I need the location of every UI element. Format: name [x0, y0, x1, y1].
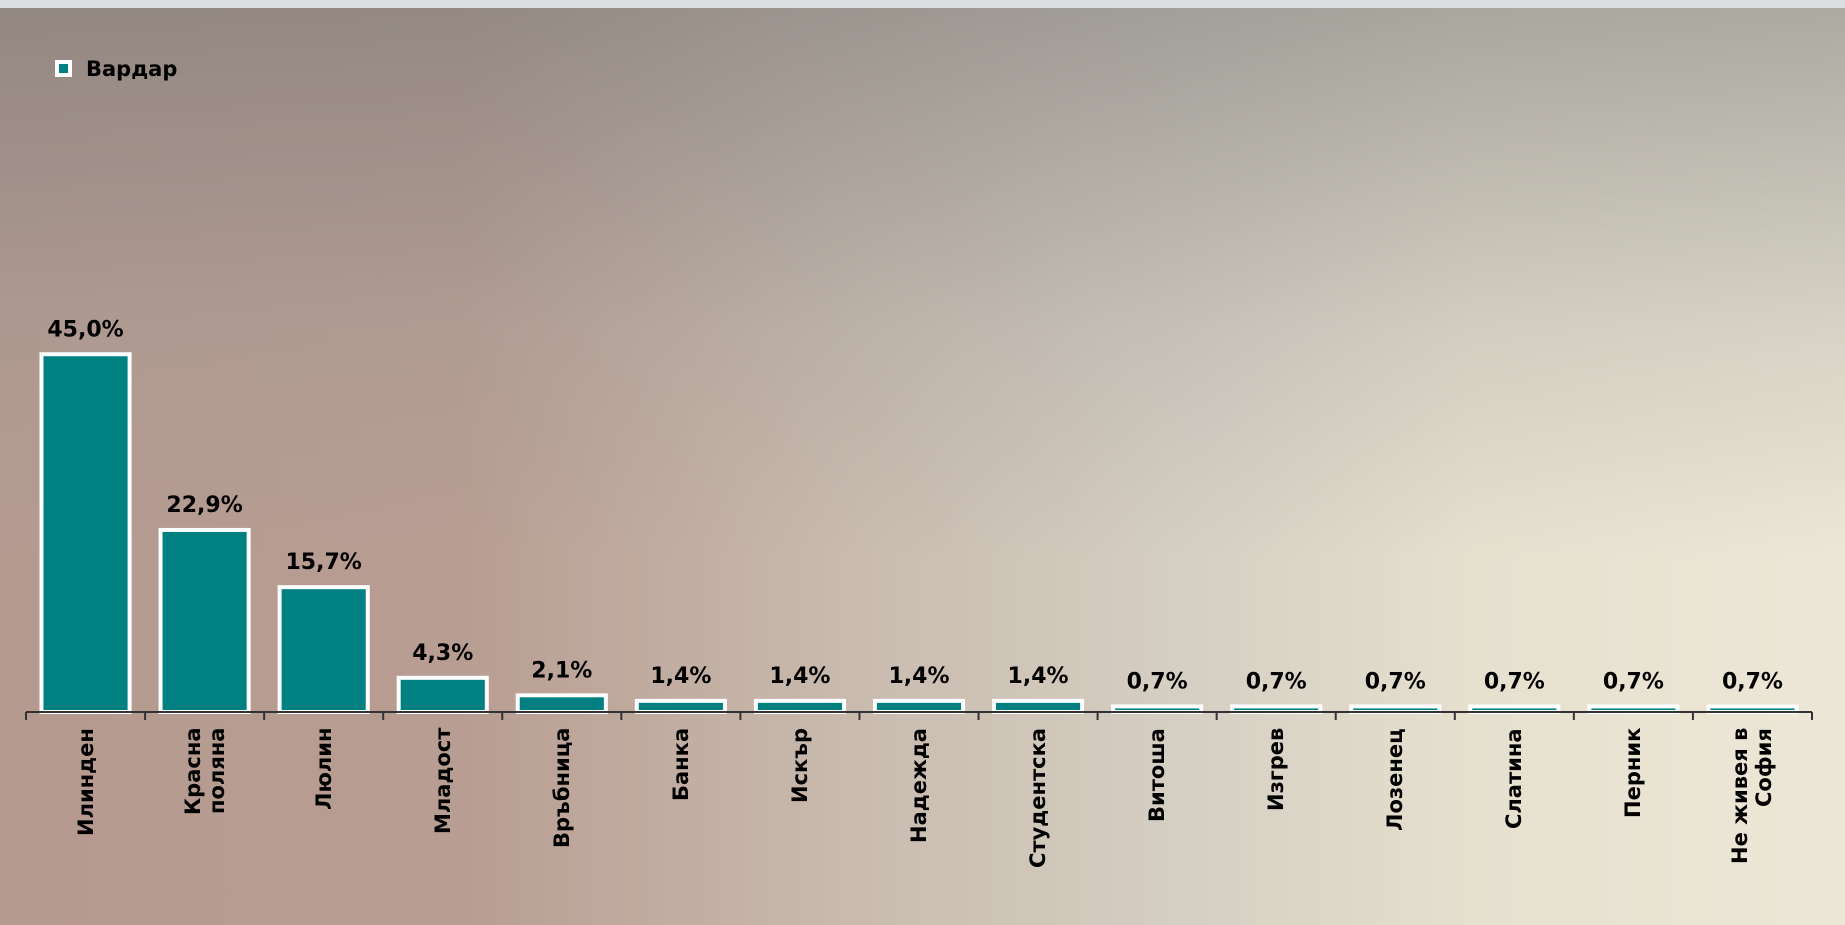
value-label: 2,1%: [531, 658, 592, 683]
x-tick-label: Младост: [430, 728, 455, 835]
value-label: 0,7%: [1484, 669, 1545, 694]
bar: [634, 698, 727, 714]
bar: [396, 675, 489, 715]
x-tick-label: Красна поляна: [180, 728, 229, 816]
x-tick-label: Искър: [787, 728, 812, 804]
value-label: 22,9%: [166, 493, 242, 518]
x-tick-label: Не живея в София: [1728, 728, 1777, 865]
x-tick-label: Слатина: [1502, 728, 1527, 829]
x-tick-label: Студентска: [1026, 728, 1051, 869]
bar: [277, 585, 370, 714]
bar: [992, 698, 1085, 714]
value-label: 15,7%: [286, 550, 362, 575]
bar: [872, 698, 966, 714]
value-label: 1,4%: [769, 664, 830, 689]
bar: [515, 693, 608, 714]
value-label: 4,3%: [412, 641, 473, 666]
legend-swatch: [55, 60, 72, 77]
x-tick-label: Перник: [1621, 728, 1646, 819]
x-tick-label: Банка: [668, 728, 693, 802]
value-label: 1,4%: [1008, 664, 1069, 689]
background-photo: [0, 8, 1845, 925]
legend-label: Вардар: [86, 57, 177, 81]
value-label: 1,4%: [888, 664, 949, 689]
bar: [753, 698, 846, 714]
value-label: 0,7%: [1603, 669, 1664, 694]
x-tick-label: Илинден: [73, 728, 98, 836]
x-tick-label: Изгрев: [1264, 728, 1289, 812]
x-tick-label: Люлин: [311, 728, 336, 811]
x-tick-label: Лозенец: [1383, 728, 1408, 831]
bar: [158, 527, 251, 714]
value-label: 0,7%: [1722, 669, 1783, 694]
x-tick-label: Връбница: [549, 728, 574, 849]
value-label: 0,7%: [1365, 669, 1426, 694]
value-label: 1,4%: [650, 664, 711, 689]
value-label: 0,7%: [1246, 669, 1307, 694]
x-tick-label: Надежда: [907, 728, 931, 843]
value-label: 0,7%: [1127, 669, 1188, 694]
x-tick-label: Витоша: [1145, 728, 1170, 822]
value-label: 45,0%: [47, 317, 123, 342]
bar: [39, 352, 132, 714]
